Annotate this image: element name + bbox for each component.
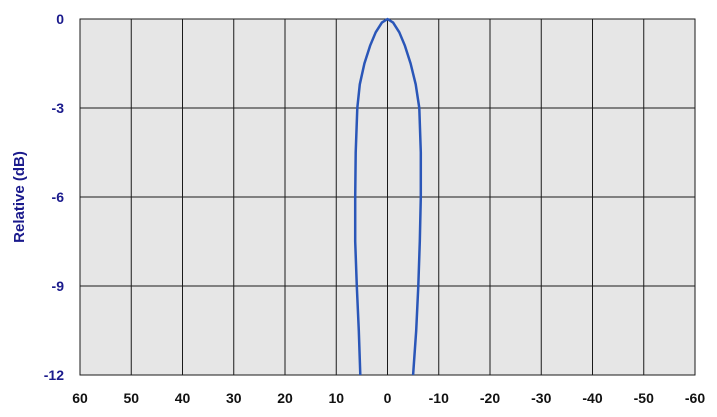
x-tick-label: -10 (429, 390, 449, 406)
y-tick-label: -9 (52, 278, 65, 294)
series-line (353, 17, 423, 376)
x-tick-label: -40 (582, 390, 602, 406)
x-tick-label: -30 (531, 390, 551, 406)
x-tick-label: -60 (685, 390, 705, 406)
x-tick-label: -20 (480, 390, 500, 406)
y-tick-label: -3 (52, 100, 65, 116)
y-tick-label: -12 (44, 367, 64, 383)
x-tick-label: 60 (72, 390, 88, 406)
grid (80, 19, 695, 375)
x-tick-label: 0 (384, 390, 392, 406)
x-tick-label: 50 (123, 390, 139, 406)
y-axis-label: Relative (dB) (11, 151, 28, 243)
x-tick-label: 10 (328, 390, 344, 406)
y-tick-label: -6 (52, 189, 65, 205)
x-tick-label: 20 (277, 390, 293, 406)
x-tick-label: -50 (634, 390, 654, 406)
x-tick-labels: 60 50 40 30 20 10 0 -10 -20 -30 -40 -50 -60 (72, 390, 705, 406)
x-tick-label: 40 (175, 390, 191, 406)
y-tick-labels: 0 -3 -6 -9 -12 (44, 11, 64, 383)
x-tick-label: 30 (226, 390, 242, 406)
series-layer (353, 17, 423, 376)
y-tick-label: 0 (56, 11, 64, 27)
